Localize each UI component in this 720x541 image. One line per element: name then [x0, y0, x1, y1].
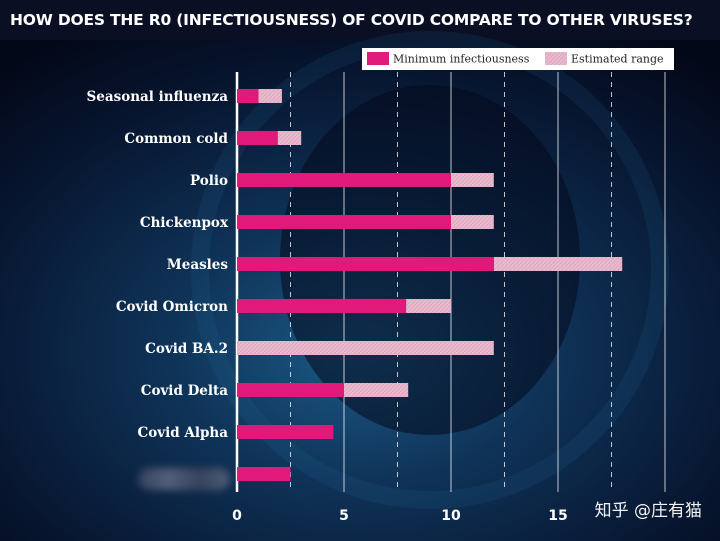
bar-range-6	[237, 341, 494, 355]
chart-title: HOW DOES THE R0 (INFECTIOUSNESS) OF COVI…	[10, 11, 693, 29]
bar-minimum-7	[237, 383, 344, 397]
legend-label-1: Estimated range	[571, 53, 664, 66]
title-bar: HOW DOES THE R0 (INFECTIOUSNESS) OF COVI…	[0, 0, 720, 40]
category-label-3: Chickenpox	[140, 215, 229, 231]
legend-swatch-0	[367, 52, 389, 65]
head-glow-ring	[191, 31, 669, 509]
bar-range-2	[451, 173, 494, 187]
bar-minimum-3	[237, 215, 451, 229]
legend-swatch-1	[545, 52, 567, 65]
x-tick-label-3: 15	[548, 508, 567, 524]
bar-range-5	[406, 299, 451, 313]
category-label-6: Covid BA.2	[145, 341, 228, 357]
category-label-7: Covid Delta	[141, 383, 229, 399]
bar-minimum-8	[237, 425, 334, 439]
bar-minimum-5	[237, 299, 407, 313]
category-label-8: Covid Alpha	[138, 425, 229, 441]
bar-minimum-4	[237, 257, 494, 271]
blurred-category-label	[138, 468, 230, 490]
category-label-1: Common cold	[124, 131, 228, 147]
watermark: 知乎 @庄有猫	[594, 501, 702, 521]
x-tick-label-2: 10	[441, 508, 461, 524]
bar-range-1	[277, 131, 302, 145]
bar-range-7	[344, 383, 409, 397]
x-tick-label-0: 0	[232, 508, 242, 524]
bar-minimum-9	[237, 467, 291, 481]
bar-range-3	[451, 215, 494, 229]
category-label-0: Seasonal influenza	[87, 89, 229, 105]
bar-minimum-2	[237, 173, 451, 187]
x-tick-label-1: 5	[339, 508, 349, 524]
category-label-4: Measles	[167, 257, 229, 273]
bar-minimum-0	[237, 89, 259, 103]
legend-label-0: Minimum infectiousness	[393, 53, 530, 66]
bar-range-4	[493, 257, 623, 271]
bar-range-0	[258, 89, 282, 103]
category-label-2: Polio	[190, 173, 228, 189]
bar-minimum-1	[237, 131, 278, 145]
category-label-5: Covid Omicron	[116, 299, 228, 315]
legend-box	[362, 48, 674, 70]
